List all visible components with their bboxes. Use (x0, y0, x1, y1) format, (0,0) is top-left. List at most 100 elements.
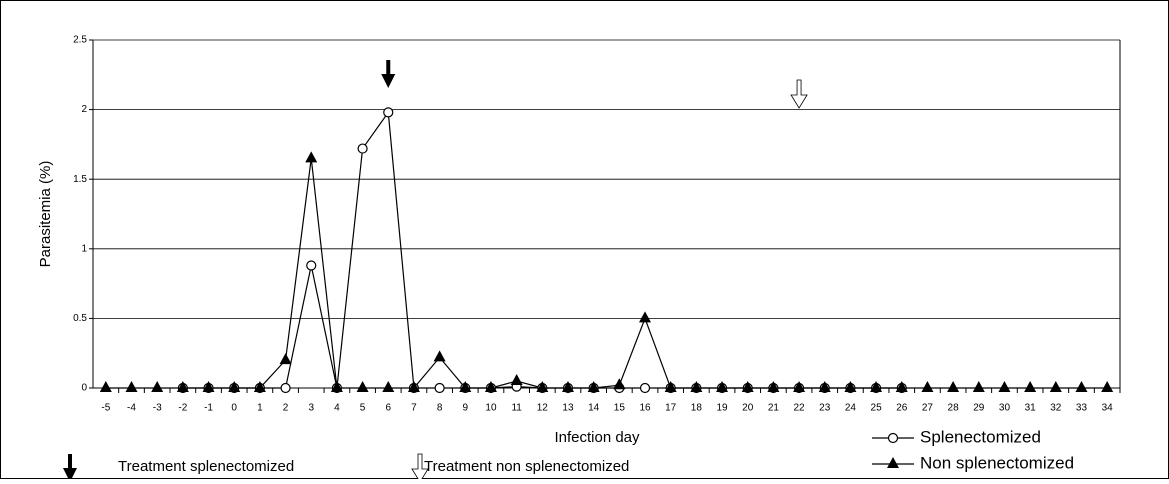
x-tick-label: 33 (1076, 403, 1088, 414)
data-point (664, 381, 677, 392)
data-point (305, 151, 318, 163)
data-point (870, 381, 883, 392)
x-tick-label: 26 (896, 403, 908, 414)
data-point (176, 381, 189, 392)
x-tick-label: 29 (973, 403, 985, 414)
x-tick-label: 13 (562, 403, 574, 414)
legend-arrow (411, 453, 429, 483)
data-point (253, 381, 266, 392)
data-point (818, 381, 831, 392)
x-tick-label: 17 (665, 403, 677, 414)
x-tick-label: -3 (153, 403, 162, 414)
x-tick-label: 0 (231, 403, 237, 414)
data-point (407, 381, 420, 392)
data-point (125, 381, 138, 392)
legend-arrow (63, 468, 77, 482)
x-tick-label: 10 (485, 403, 497, 414)
data-point (921, 381, 934, 392)
data-point (202, 381, 215, 392)
data-point (330, 381, 343, 392)
x-tick-label: 8 (437, 403, 443, 414)
data-point (279, 353, 292, 365)
data-point (767, 381, 780, 392)
x-tick-label: -5 (101, 403, 110, 414)
data-point (434, 382, 445, 394)
data-point (639, 311, 652, 323)
x-tick-label: 16 (639, 403, 651, 414)
data-point (306, 260, 317, 271)
x-tick-label: 20 (742, 403, 754, 414)
y-tick-label: 0.5 (73, 313, 87, 324)
legend-label: Splenectomized (920, 427, 1041, 446)
x-tick-label: 1 (257, 403, 263, 414)
series-line (105, 158, 1108, 389)
data-point (690, 381, 703, 392)
y-tick-label: 1.5 (73, 174, 87, 185)
x-tick-label: 9 (463, 403, 469, 414)
legend-marker (887, 432, 899, 444)
x-tick-label: 30 (999, 403, 1011, 414)
x-tick-label: 12 (537, 403, 549, 414)
x-tick-label: 7 (411, 403, 417, 414)
x-tick-label: -2 (178, 403, 187, 414)
x-tick-label: 4 (334, 403, 340, 414)
x-tick-label: -4 (127, 403, 136, 414)
treatment-arrow (381, 74, 396, 88)
data-point (383, 107, 394, 118)
x-tick-label: 6 (385, 403, 391, 414)
data-point (716, 381, 729, 392)
data-point (587, 381, 600, 392)
x-tick-label: 32 (1050, 403, 1062, 414)
y-tick-label: 1 (81, 243, 87, 254)
x-tick-label: 15 (614, 403, 626, 414)
x-tick-label: 19 (716, 403, 728, 414)
treatment-arrow (790, 79, 808, 109)
x-tick-label: 28 (948, 403, 960, 414)
data-point (151, 381, 164, 392)
x-tick-label: 21 (768, 403, 780, 414)
x-tick-label: 3 (308, 403, 314, 414)
x-tick-label: 27 (922, 403, 934, 414)
data-point (793, 381, 806, 392)
legend-marker (887, 457, 899, 468)
x-tick-label: 23 (819, 403, 831, 414)
x-tick-label: 5 (360, 403, 366, 414)
data-point (972, 381, 985, 392)
data-point (613, 378, 626, 390)
data-point (844, 381, 857, 392)
y-tick-label: 2.5 (73, 35, 87, 46)
x-tick-label: 22 (794, 403, 806, 414)
y-axis-label: Parasitemia (%) (37, 161, 54, 268)
x-tick-label: 18 (691, 403, 703, 414)
legend-label: Non splenectomized (920, 453, 1074, 472)
legend-label: Treatment splenectomized (118, 458, 294, 475)
data-point (998, 381, 1011, 392)
data-point (1075, 381, 1088, 392)
data-point (382, 381, 395, 392)
data-point (99, 381, 112, 392)
data-point (484, 381, 497, 392)
data-point (1024, 381, 1037, 392)
data-point (228, 381, 241, 392)
x-axis-label: Infection day (554, 429, 640, 446)
x-tick-label: 31 (1025, 403, 1037, 414)
data-point (433, 350, 446, 362)
legend-label: Treatment non splenectomized (424, 458, 629, 475)
x-tick-label: 2 (283, 403, 289, 414)
data-point (459, 381, 472, 392)
data-point (356, 381, 369, 392)
x-tick-label: 34 (1102, 403, 1114, 414)
data-point (510, 374, 523, 386)
data-point (561, 381, 574, 392)
x-tick-label: 25 (871, 403, 883, 414)
y-tick-label: 2 (81, 104, 87, 115)
data-point (1049, 381, 1062, 392)
x-tick-label: -1 (204, 403, 213, 414)
data-point (741, 381, 754, 392)
data-point (1101, 381, 1114, 392)
data-point (357, 143, 368, 154)
data-point (639, 382, 651, 394)
